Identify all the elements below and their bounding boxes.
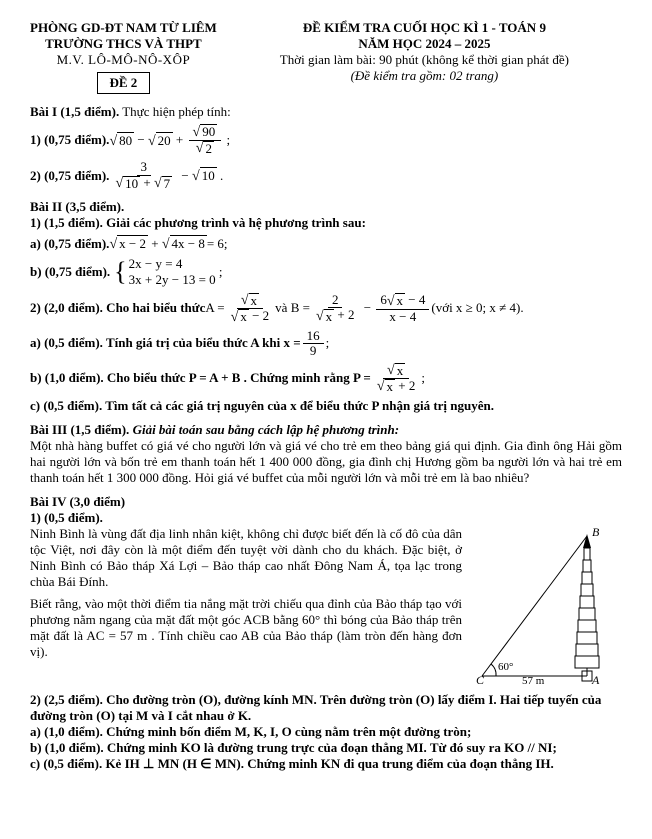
label-angle: 60° bbox=[498, 661, 513, 673]
bai2-p2a-label: a) (0,5 điểm). Tính giá trị của biểu thứ… bbox=[30, 335, 301, 351]
bai2-p2b: b) (1,0 điểm). Cho biểu thức P = A + B .… bbox=[30, 362, 622, 394]
bai2-p2-label: 2) (2,0 điểm). Cho hai biểu thức bbox=[30, 300, 205, 316]
bai2-p2c: c) (0,5 điểm). Tìm tất cả các giá trị ng… bbox=[30, 398, 622, 414]
bai4-p1-row: Ninh Bình là vùng đất địa linh nhân kiệt… bbox=[30, 526, 622, 686]
dept-line: PHÒNG GD-ĐT NAM TỪ LIÊM bbox=[30, 20, 217, 36]
bai2-p2-A: A = bbox=[205, 300, 224, 316]
bai2-p1a-end: = 6; bbox=[207, 236, 228, 252]
tower-figure: B C A 60° 57 m bbox=[472, 526, 622, 686]
bai1-p2-label: 2) (0,75 điểm). bbox=[30, 168, 109, 184]
school-name: M.V. LÔ-MÔ-NÔ-XÔP bbox=[30, 52, 217, 68]
exam-year: NĂM HỌC 2024 – 2025 bbox=[227, 36, 622, 52]
label-dist: 57 m bbox=[522, 675, 545, 686]
bai4-p2c: c) (0,5 điểm). Kẻ IH ⊥ MN (H ∈ MN). Chứn… bbox=[30, 756, 622, 772]
exam-time: Thời gian làm bài: 90 phút (không kể thờ… bbox=[227, 52, 622, 68]
label-A: A bbox=[591, 673, 600, 686]
sys-eq2: 3x + 2y − 13 = 0 bbox=[129, 272, 216, 288]
header-right: ĐỀ KIỂM TRA CUỐI HỌC KÌ 1 - TOÁN 9 NĂM H… bbox=[217, 20, 622, 84]
bai4-p1-body2: Biết rằng, vào một thời điểm tia nắng mặ… bbox=[30, 596, 462, 660]
bai2-p1a-label: a) (0,75 điểm). bbox=[30, 236, 109, 252]
bai4-p1-text: Ninh Bình là vùng đất địa linh nhân kiệt… bbox=[30, 526, 462, 660]
bai2-p1: 1) (1,5 điểm). Giải các phương trình và … bbox=[30, 215, 622, 231]
bai-4: Bài IV (3,0 điểm) 1) (0,5 điểm). Ninh Bì… bbox=[30, 494, 622, 772]
bai3-title: Bài III (1,5 điểm). bbox=[30, 422, 129, 437]
bai2-p2b-end: ; bbox=[421, 370, 425, 386]
bai1-intro: Thực hiện phép tính: bbox=[122, 104, 231, 119]
bai4-p1-body: Ninh Bình là vùng đất địa linh nhân kiệt… bbox=[30, 526, 462, 590]
bai2-p2a-end: ; bbox=[326, 335, 330, 351]
exam-header: PHÒNG GD-ĐT NAM TỪ LIÊM TRƯỜNG THCS VÀ T… bbox=[30, 20, 622, 94]
exam-pages: (Đề kiểm tra gồm: 02 trang) bbox=[227, 68, 622, 84]
bai2-p1a: a) (0,75 điểm). √x − 2 + √4x − 8 = 6; bbox=[30, 235, 622, 252]
bai2-title: Bài II (3,5 điểm). bbox=[30, 199, 622, 215]
bai2-p2-mid: và B = bbox=[275, 300, 310, 316]
sys-eq1: 2x − y = 4 bbox=[129, 256, 216, 272]
bai-1: Bài I (1,5 điểm). Thực hiện phép tính: 1… bbox=[30, 104, 622, 191]
bai4-p2a: a) (1,0 điểm). Chứng minh bốn điểm M, K,… bbox=[30, 724, 622, 740]
bai4-p2: 2) (2,5 điểm). Cho đường tròn (O), đường… bbox=[30, 692, 622, 724]
bai2-p1b-label: b) (0,75 điểm). bbox=[30, 264, 110, 280]
bai4-title: Bài IV (3,0 điểm) bbox=[30, 494, 622, 510]
bai1-p1-label: 1) (0,75 điểm). bbox=[30, 132, 109, 148]
bai-2: Bài II (3,5 điểm). 1) (1,5 điểm). Giải c… bbox=[30, 199, 622, 414]
bai4-p2b: b) (1,0 điểm). Chứng minh KO là đường tr… bbox=[30, 740, 622, 756]
header-left: PHÒNG GD-ĐT NAM TỪ LIÊM TRƯỜNG THCS VÀ T… bbox=[30, 20, 217, 94]
bai2-p2b-label: b) (1,0 điểm). Cho biểu thức P = A + B .… bbox=[30, 370, 371, 386]
exam-title: ĐỀ KIỂM TRA CUỐI HỌC KÌ 1 - TOÁN 9 bbox=[227, 20, 622, 36]
bai2-p1b: b) (0,75 điểm). { 2x − y = 4 3x + 2y − 1… bbox=[30, 256, 622, 288]
label-C: C bbox=[476, 673, 485, 686]
bai3-intro: Giải bài toán sau bằng cách lập hệ phươn… bbox=[133, 422, 400, 437]
bai3-body: Một nhà hàng buffet có giá vé cho người … bbox=[30, 438, 622, 486]
bai2-p2a: a) (0,5 điểm). Tính giá trị của biểu thứ… bbox=[30, 329, 622, 359]
bai1-title: Bài I (1,5 điểm). bbox=[30, 104, 119, 119]
bai2-p2: 2) (2,0 điểm). Cho hai biểu thức A = √x … bbox=[30, 292, 622, 324]
school-line: TRƯỜNG THCS VÀ THPT bbox=[30, 36, 217, 52]
bai1-item2: 2) (0,75 điểm). 3 √10 + √7 − √10 . bbox=[30, 160, 622, 191]
bai4-p1-label: 1) (0,5 điểm). bbox=[30, 510, 622, 526]
bai2-p2-cond: (với x ≥ 0; x ≠ 4). bbox=[431, 300, 523, 316]
label-B: B bbox=[592, 526, 600, 539]
bai-3: Bài III (1,5 điểm). Giải bài toán sau bằ… bbox=[30, 422, 622, 486]
bai1-item1: 1) (0,75 điểm). √80 − √20 + √90 √2 ; bbox=[30, 124, 622, 156]
exam-code-box: ĐỀ 2 bbox=[97, 72, 151, 94]
